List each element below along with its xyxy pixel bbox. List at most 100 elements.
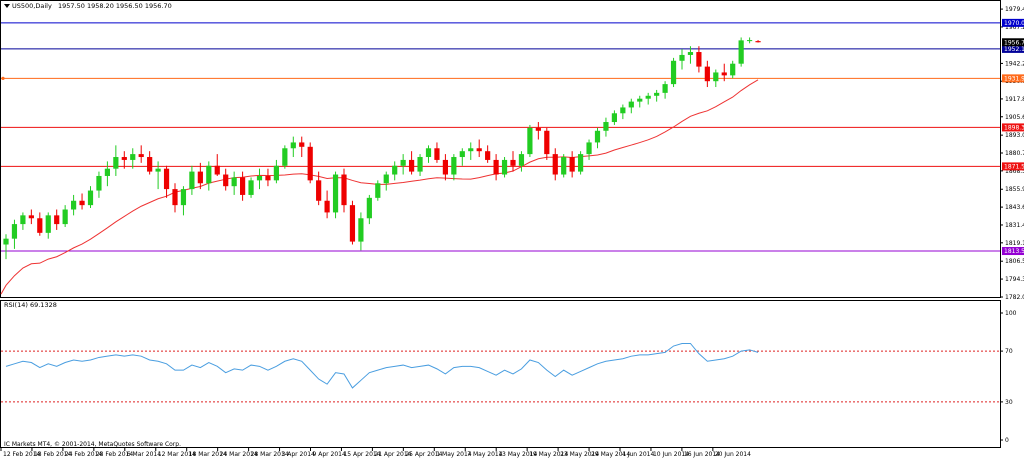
- candles: [3, 37, 761, 260]
- candle: [147, 151, 153, 175]
- candle: [358, 212, 364, 251]
- candle: [670, 57, 677, 88]
- candle: [231, 171, 237, 195]
- price-tick-label: 1794.30: [1005, 276, 1024, 283]
- candle-body: [231, 177, 237, 187]
- price-tick-label: 1855.90: [1005, 186, 1024, 193]
- candle: [96, 171, 102, 198]
- candle-body: [214, 165, 220, 175]
- rsi-panel[interactable]: [0, 300, 1001, 448]
- candle: [730, 60, 736, 79]
- candle-body: [273, 165, 279, 181]
- level-badge-label: 1898.30: [1004, 124, 1024, 131]
- date-label: 16 Jun 2014: [684, 451, 720, 458]
- candle: [366, 194, 372, 225]
- candle-body: [113, 157, 119, 169]
- candle-body: [501, 159, 508, 175]
- candle-body: [578, 154, 584, 172]
- date-label: 6 Mar 2014: [127, 451, 161, 458]
- date-label: 12 Mar 2014: [158, 451, 196, 458]
- level-anchor-icon[interactable]: [1, 76, 5, 80]
- candle: [459, 148, 465, 166]
- level-badge-label: 1931.94: [1004, 75, 1024, 82]
- candle: [721, 63, 727, 82]
- candle-body: [197, 171, 203, 184]
- candle: [3, 234, 9, 260]
- candle: [180, 186, 187, 216]
- candle: [155, 161, 161, 190]
- candle: [569, 151, 575, 178]
- candle: [28, 209, 34, 225]
- date-label: 29 May 2014: [591, 451, 630, 458]
- candle: [535, 122, 541, 140]
- date-label: 3 Apr 2014: [282, 451, 315, 458]
- candle: [273, 159, 279, 184]
- candle-body: [87, 190, 94, 206]
- candle: [248, 177, 254, 198]
- candle-body: [755, 41, 761, 43]
- level-badge: [1002, 162, 1024, 171]
- candle-body: [375, 183, 381, 198]
- candle-body: [409, 159, 415, 172]
- candle: [485, 145, 491, 163]
- rsi-tick-label: 70: [1005, 348, 1013, 355]
- candle: [45, 212, 51, 239]
- candle-body: [687, 52, 694, 55]
- candle: [493, 154, 499, 181]
- candle: [299, 136, 305, 158]
- current-price-label: 1956.70: [1004, 39, 1024, 46]
- candle-body: [11, 224, 18, 239]
- candle-body: [138, 154, 144, 158]
- price-tick-label: 1868.50: [1005, 168, 1024, 175]
- candle: [240, 171, 246, 201]
- price-panel[interactable]: [0, 0, 1001, 298]
- price-tick-label: 1893.00: [1005, 132, 1024, 139]
- level-badge-label: 1871.57: [1004, 163, 1024, 170]
- date-label: 25 Apr 2014: [405, 451, 442, 458]
- candle-body: [459, 151, 465, 158]
- date-label: 24 Mar 2014: [220, 451, 258, 458]
- level-badge: [1002, 247, 1024, 256]
- collapse-triangle-icon[interactable]: [4, 4, 10, 8]
- candle-body: [206, 165, 212, 184]
- candle-body: [341, 174, 347, 206]
- candle: [561, 154, 567, 178]
- candle-body: [332, 174, 339, 213]
- candle: [197, 162, 203, 190]
- date-label: 7 May 2014: [467, 451, 502, 458]
- candle-body: [383, 174, 389, 184]
- level-badge: [1002, 74, 1024, 83]
- candle-body: [316, 180, 322, 201]
- candle-body: [442, 159, 448, 175]
- candle-body: [366, 197, 372, 219]
- candle-body: [544, 130, 550, 155]
- candle-body: [104, 168, 110, 176]
- candle-body: [45, 215, 51, 233]
- price-tick-label: 1967.20: [1005, 24, 1024, 31]
- price-tick-label: 1880.75: [1005, 150, 1024, 157]
- candle-body: [637, 98, 643, 102]
- price-tick-label: 1979.45: [1005, 6, 1024, 13]
- candle: [113, 145, 119, 176]
- candle-body: [561, 157, 567, 175]
- rsi-tick-label: 0: [1005, 437, 1009, 444]
- candle: [425, 145, 432, 163]
- candle-body: [265, 175, 271, 181]
- candle: [747, 37, 753, 44]
- candle: [307, 142, 313, 184]
- price-tick-label: 1782.00: [1005, 294, 1024, 301]
- candle-body: [569, 157, 575, 172]
- date-label: 19 May 2014: [529, 451, 568, 458]
- candle: [637, 95, 643, 108]
- candle-body: [603, 122, 609, 131]
- candle: [290, 136, 296, 158]
- candle: [611, 110, 617, 125]
- price-tick-label: 1942.20: [1005, 60, 1024, 67]
- candle: [104, 161, 110, 187]
- chart-header: US500,Daily 1957.50 1958.20 1956.50 1956…: [4, 2, 172, 10]
- candle-body: [586, 142, 592, 155]
- candle-body: [392, 165, 398, 175]
- candle: [383, 171, 389, 191]
- candle: [375, 180, 381, 201]
